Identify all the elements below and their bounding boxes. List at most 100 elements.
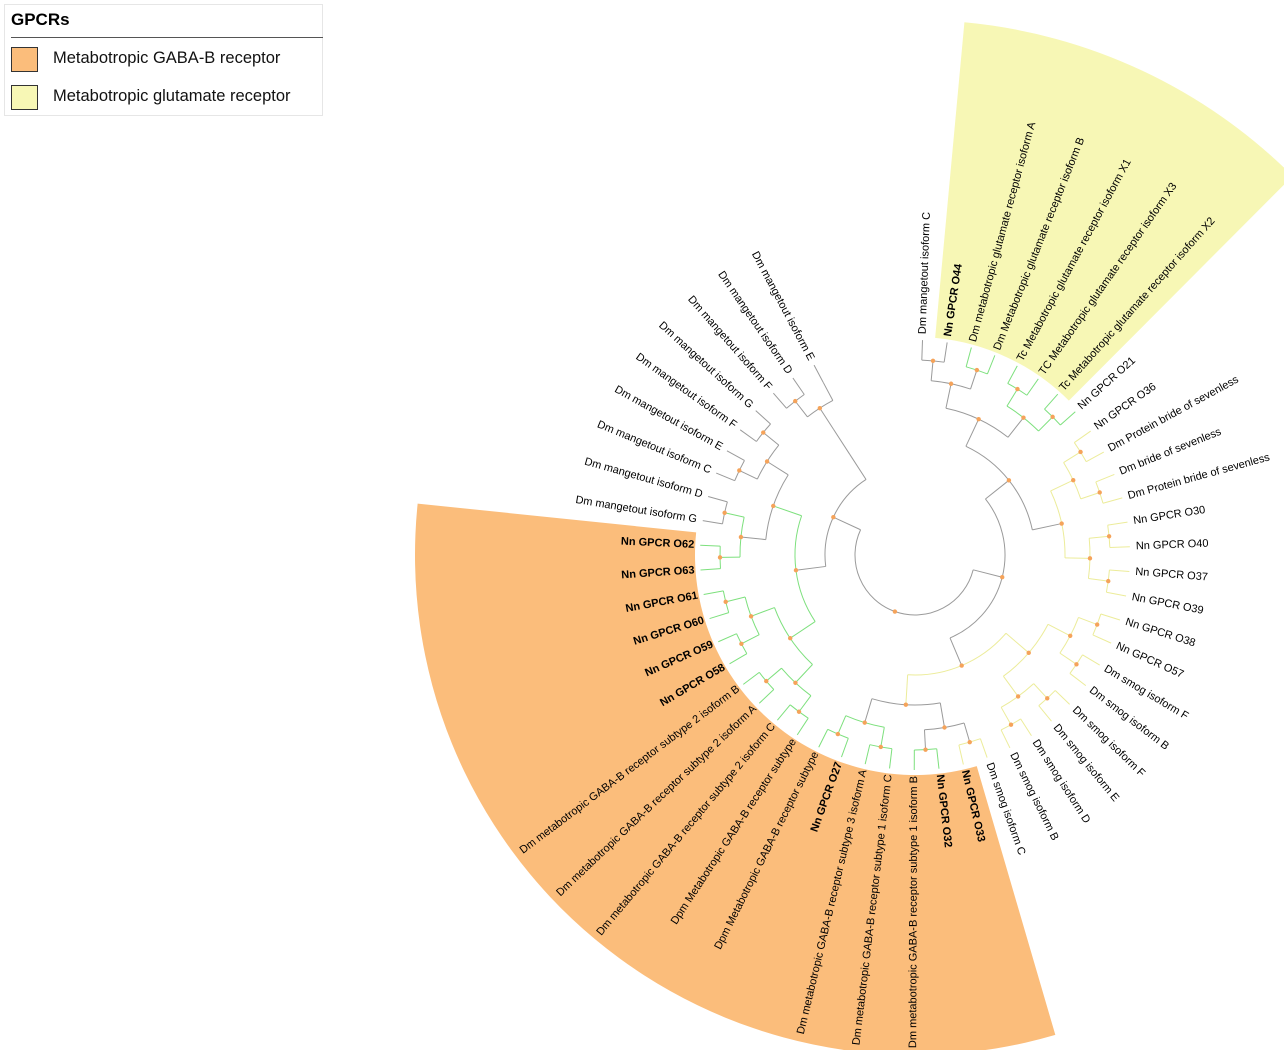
branch [1100, 613, 1121, 621]
leaf-label: Nn GPCR O30 [1132, 504, 1206, 527]
legend: GPCRs Metabotropic GABA-B receptor Metab… [4, 4, 323, 116]
node-dot [817, 405, 823, 411]
branch [1078, 616, 1098, 626]
branch [1088, 577, 1109, 582]
node-dot [1000, 575, 1005, 580]
branch [724, 512, 745, 518]
branch [795, 565, 826, 571]
node-dot [1078, 449, 1083, 455]
branch [936, 748, 940, 769]
node-dot [793, 398, 798, 404]
branch [725, 596, 746, 603]
branch [921, 340, 924, 361]
branch [1080, 492, 1100, 500]
node-dot [903, 702, 909, 707]
branch [1107, 521, 1128, 526]
branch [985, 479, 1010, 500]
node-dot [793, 568, 799, 573]
leaf-label: Dm mangetout isoform D [715, 269, 794, 376]
branch [1005, 632, 1030, 654]
leaf-label: Dm Protein bride of sevenless [1106, 373, 1241, 454]
branch [849, 454, 867, 480]
branch [958, 744, 964, 765]
branch-arc [854, 529, 974, 616]
branch [818, 729, 829, 748]
branch [726, 450, 745, 461]
node-dot [1106, 534, 1112, 539]
branch [729, 653, 748, 665]
branch [930, 360, 934, 381]
branch [742, 671, 760, 685]
node-dot [974, 367, 980, 373]
node-dot [835, 731, 841, 737]
branch [1109, 569, 1130, 572]
branch [750, 607, 775, 617]
branch [819, 407, 834, 430]
branch [1038, 705, 1052, 722]
branch [739, 429, 757, 442]
branch [794, 400, 808, 418]
branch [792, 377, 805, 395]
node-dot [1050, 414, 1055, 420]
node-dot [748, 614, 754, 619]
node-dot [942, 725, 947, 730]
node-dot [923, 747, 928, 752]
node-dot [1015, 386, 1020, 392]
branch [1095, 473, 1115, 483]
branch [758, 689, 775, 704]
branch [864, 744, 871, 765]
node-dot [1106, 578, 1111, 584]
branch [702, 520, 723, 525]
branch [709, 612, 729, 620]
node-dot [764, 678, 769, 684]
node-dot [967, 739, 972, 745]
node-dot [796, 709, 802, 714]
branch [965, 418, 980, 447]
branch [864, 698, 873, 723]
branch [1038, 416, 1053, 432]
branch [1082, 654, 1100, 666]
leaf-label: Nn GPCR O39 [1131, 591, 1205, 617]
node-dot [793, 680, 798, 685]
branch [700, 544, 721, 547]
branch [796, 717, 809, 736]
branch [1007, 365, 1018, 384]
branch [740, 536, 766, 541]
branch [1106, 591, 1127, 597]
branch [773, 392, 787, 409]
branch-arc [949, 498, 1006, 639]
leaf-label: Nn GPCR O62 [621, 536, 695, 551]
leaf-label: Nn GPCR O37 [1135, 566, 1208, 584]
branch [833, 516, 861, 531]
branch [1026, 378, 1039, 396]
branch [1102, 497, 1123, 504]
branch [939, 702, 945, 728]
node-dot [722, 510, 727, 515]
leaf-label: Dm mangetout isoform F [633, 351, 739, 431]
branch [795, 664, 813, 684]
branch [716, 472, 735, 482]
node-dot [723, 599, 728, 605]
node-dot [892, 609, 898, 614]
branch [700, 568, 721, 571]
branch [1074, 430, 1091, 444]
node-dot [930, 358, 936, 364]
branch [889, 748, 893, 769]
legend-label-glutamate: Metabotropic glutamate receptor [53, 87, 291, 105]
branch [773, 505, 802, 517]
node-dot [738, 534, 744, 540]
node-dot [737, 468, 742, 473]
branch [1092, 634, 1112, 644]
branch [1050, 479, 1074, 492]
branch [1033, 683, 1048, 699]
branch [703, 590, 724, 596]
node-dot [862, 720, 867, 725]
tree-branches [700, 340, 1130, 771]
branch [776, 704, 791, 721]
node-dot [1059, 521, 1064, 526]
legend-divider [11, 37, 323, 38]
branch [1069, 673, 1087, 686]
node-dot [1006, 478, 1012, 483]
node-dot [1015, 694, 1021, 699]
